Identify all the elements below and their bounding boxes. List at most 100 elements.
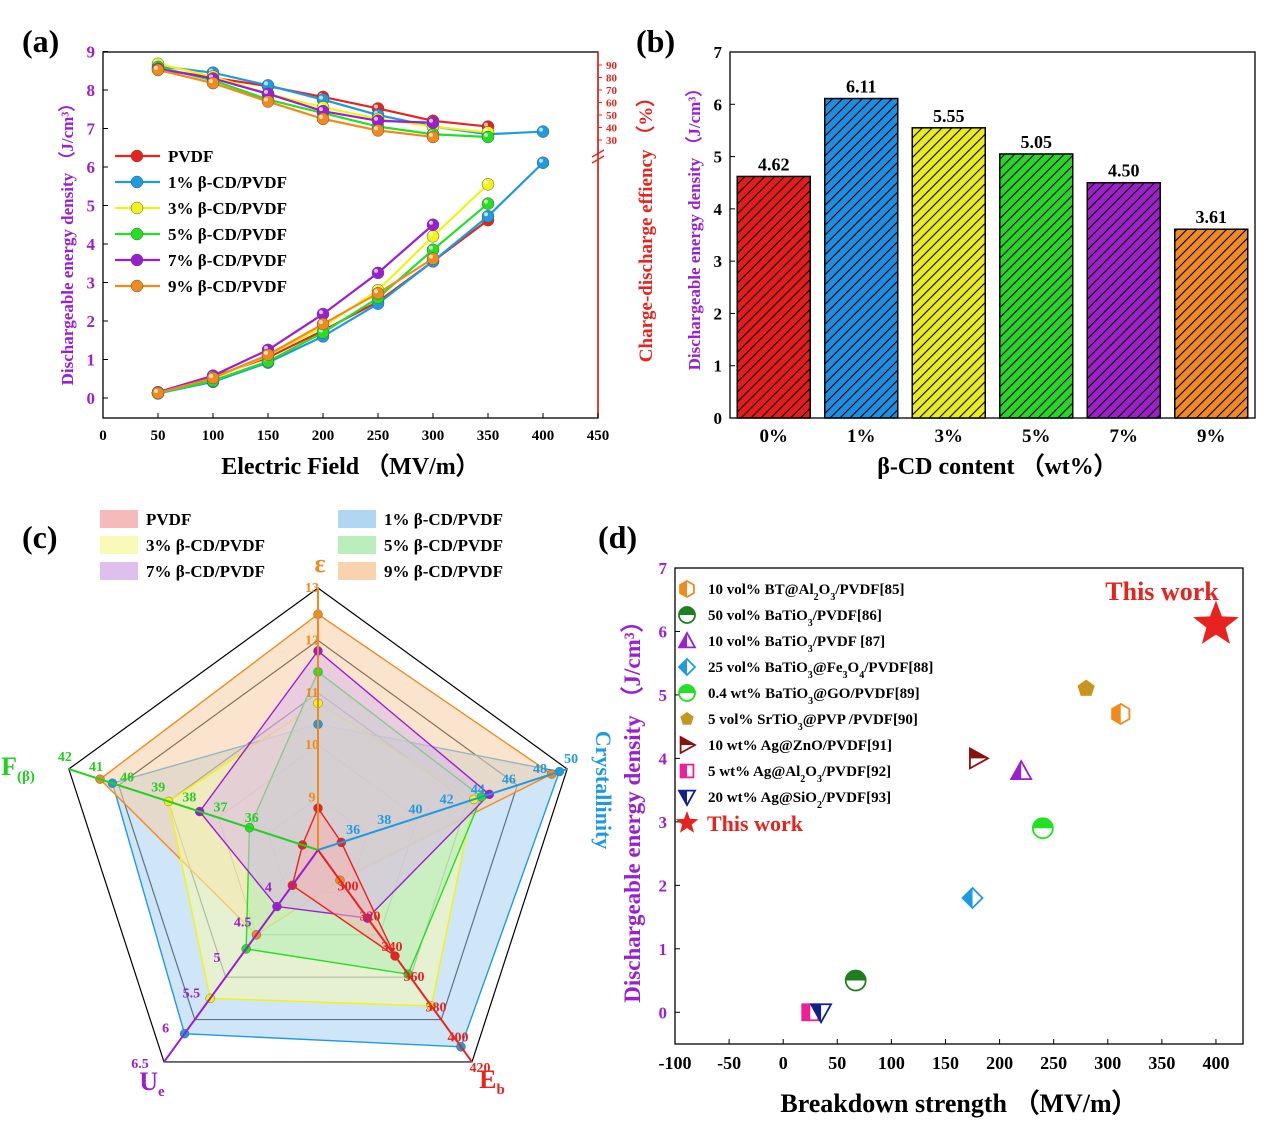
y-tick-label: 7 [659, 559, 668, 578]
panel-a: 0 50 100 150 200 250 300 350 400 450 0 1 2 3 4 5 6 7 8 9 304… [57, 43, 657, 481]
data-point [1111, 702, 1131, 726]
point-highlight [264, 81, 268, 86]
legend-label: 10 wt% Ag@ZnO/PVDF[91] [708, 738, 892, 754]
data-point [481, 178, 495, 191]
panel-d: -100 -50 0 50 100 150 200 250 300 350 400 0 1 2 3 4 5 6 7 B… [619, 559, 1244, 1118]
series-line [157, 67, 434, 124]
legend-label: 25 vol% BaTiO3@Fe3O4/PVDF[88] [708, 660, 933, 681]
data-point [536, 125, 550, 138]
x-tick-label: 200 [986, 1053, 1013, 1073]
y-tick-label: 5 [87, 197, 96, 216]
legend-label: 3% β-CD/PVDF [146, 536, 265, 555]
series-line [157, 65, 544, 136]
x-tick-label: 100 [878, 1053, 905, 1073]
radar-tick-label: 38 [182, 791, 196, 806]
y-tick-label: 8 [87, 81, 96, 100]
legend-marker [677, 789, 697, 807]
legend-label: PVDF [168, 147, 213, 166]
legend-swatch [100, 510, 138, 528]
point-highlight [374, 126, 378, 131]
radar-axis [317, 849, 473, 1063]
point-highlight [319, 320, 323, 325]
x-tick-label: 350 [1148, 1053, 1175, 1073]
radar-tick-label: 36 [346, 823, 360, 838]
radar-tick-label: 44 [471, 782, 485, 797]
x-category-label: 5% [1022, 426, 1051, 447]
y-axis-label: Dischargeable energy density （J/cm³） [619, 609, 645, 1002]
data-point [261, 348, 275, 362]
right-tick-label: 70 [606, 85, 618, 97]
data-point [426, 116, 440, 129]
series-line [157, 257, 434, 395]
y-tick-label: 1 [659, 940, 668, 959]
data-point [536, 156, 550, 170]
data-point [316, 112, 330, 126]
radar-tick-label: 39 [151, 780, 165, 795]
legend-label: 7% β-CD/PVDF [168, 251, 287, 270]
radar-tick-label: 40 [120, 770, 134, 785]
x-category-label: 9% [1197, 426, 1226, 447]
panel-label: (c) [22, 519, 58, 555]
radar-tick-label: 37 [214, 801, 228, 816]
radar-tick-label: 6.5 [131, 1057, 149, 1072]
radar-tick-label: 340 [381, 940, 402, 955]
legend-label: 20 wt% Ag@SiO2/PVDF[93] [708, 790, 891, 811]
data-point [961, 886, 984, 910]
radar-axis-title: F(β) [1, 752, 35, 785]
legend-label: This work [707, 811, 804, 836]
point-highlight [484, 132, 488, 137]
data-point [426, 230, 440, 243]
point-highlight [319, 114, 323, 119]
radar-tick-label: 10 [305, 738, 319, 753]
legend-marker [679, 735, 697, 755]
legend-marker [677, 631, 697, 649]
point-highlight [484, 122, 488, 127]
y-tick-label: 1 [714, 357, 723, 376]
radar-tick-label: 42 [440, 793, 454, 808]
point-highlight [374, 116, 378, 121]
bar [999, 153, 1074, 419]
plot-frame-b [729, 51, 1256, 419]
point-highlight [374, 104, 378, 109]
point-highlight [264, 97, 268, 102]
bar [1174, 228, 1249, 419]
x-tick-label: -100 [659, 1053, 692, 1073]
data-point [481, 130, 495, 144]
bar-value-label: 4.62 [758, 154, 790, 174]
series-line [157, 68, 434, 139]
y-tick-label: 3 [87, 274, 96, 293]
point-highlight [264, 89, 268, 94]
legend-label: 5 wt% Ag@Al2O3/PVDF[92] [708, 764, 891, 785]
data-point [426, 252, 440, 265]
right-tick-label: 50 [606, 110, 618, 122]
point-highlight [484, 199, 488, 204]
x-tick-label: 0 [99, 428, 107, 444]
legend-label: 5 vol% SrTiO3@PVP /PVDF[90] [708, 712, 918, 733]
point-highlight [154, 65, 158, 70]
y-tick-label: 7 [87, 120, 96, 139]
data-point [1075, 677, 1097, 698]
radar-axis-title: Ue [139, 1067, 165, 1100]
data-point [844, 969, 867, 992]
data-point [1193, 600, 1239, 644]
radar-tick-label: 360 [403, 970, 424, 985]
point-highlight [319, 310, 323, 315]
y-tick-label: 0 [87, 389, 96, 408]
radar-tick-label: 12 [305, 633, 319, 648]
right-tick-label: 80 [606, 73, 618, 85]
data-point [371, 124, 385, 137]
x-category-label: 3% [935, 426, 964, 447]
radar-tick-label: 46 [502, 772, 516, 787]
right-tick-label: 90 [606, 60, 618, 72]
bar-value-label: 4.50 [1108, 161, 1140, 181]
x-axis-label: β-CD content （wt%） [877, 453, 1118, 480]
legend-marker [130, 149, 144, 163]
y-axis-label-left: Dischargeable energy density （J/cm³） [57, 95, 77, 386]
point-highlight [374, 289, 378, 294]
legend-label: 1% β-CD/PVDF [384, 510, 503, 529]
radar-tick-label: 38 [377, 813, 391, 828]
radar-tick-label: 13 [305, 581, 319, 596]
legend-marker [130, 253, 144, 267]
bar-value-label: 3.61 [1196, 207, 1228, 227]
data-point [481, 210, 495, 223]
